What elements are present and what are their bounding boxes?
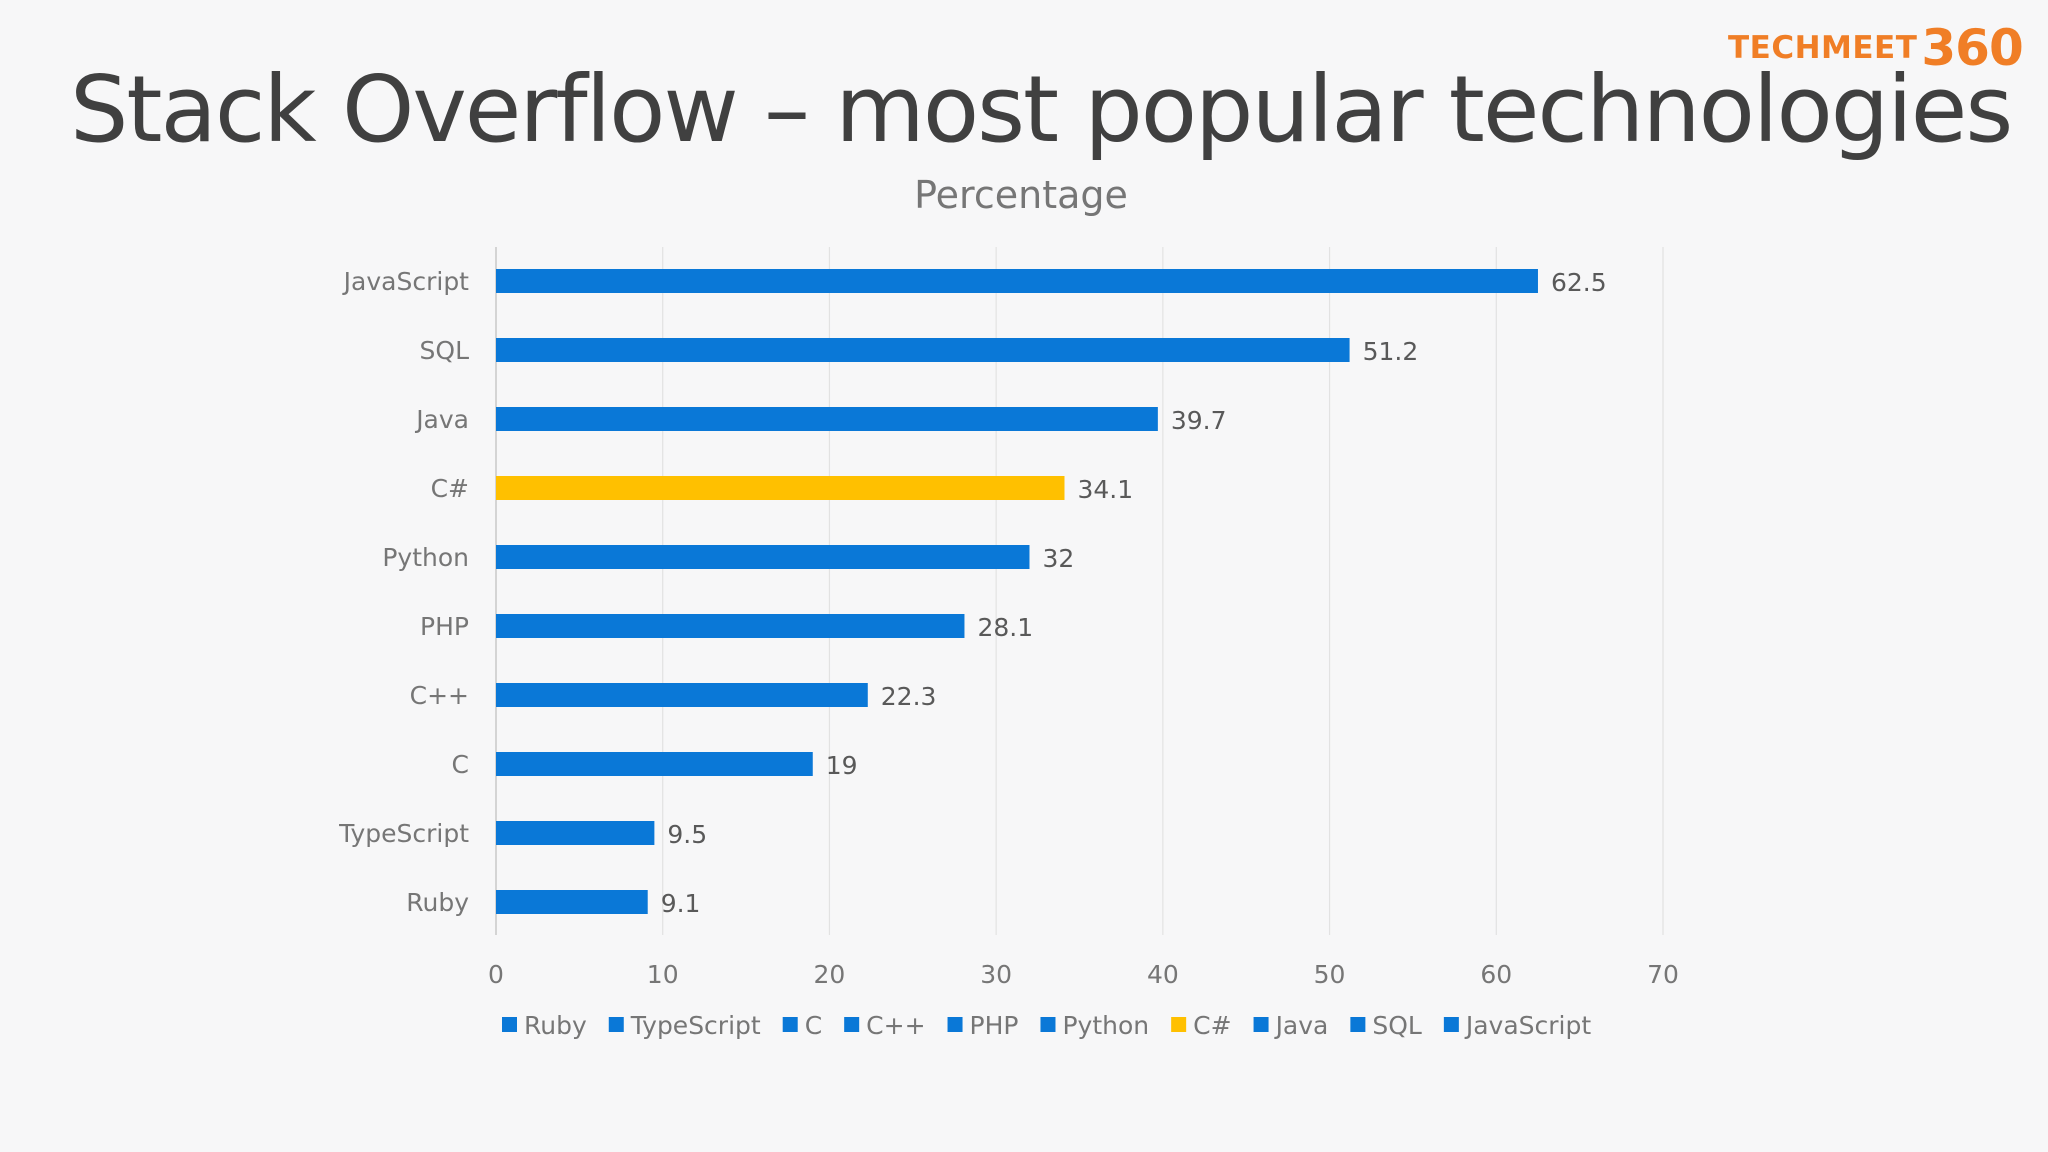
legend-swatch: [1253, 1017, 1269, 1032]
bar-csharp: [496, 476, 1065, 500]
legend-swatch: [1171, 1017, 1187, 1032]
legend-swatch: [502, 1017, 517, 1032]
bar-javascript: [496, 269, 1538, 293]
legend-label: PHP: [970, 1011, 1019, 1040]
data-label: 62.5: [1551, 268, 1607, 297]
x-tick-label: 70: [1647, 960, 1679, 989]
legend-swatch: [1040, 1017, 1056, 1032]
category-label: JavaScript: [342, 267, 470, 296]
data-label: 19: [826, 751, 858, 780]
legend-swatch: [1350, 1017, 1366, 1032]
legend-label: C++: [866, 1011, 925, 1040]
data-label: 9.5: [667, 820, 707, 849]
data-label: 32: [1042, 544, 1074, 573]
legend-label: Python: [1062, 1011, 1149, 1040]
data-label: 28.1: [977, 613, 1033, 642]
labels: 0 10 20 30 40 50 60 70 JavaScript 62.5 SQL 51.2 Java…: [338, 267, 1679, 989]
legend: Ruby TypeScript C C++ PHP Python C# Java SQL Java…: [502, 1011, 1591, 1040]
bar-c: [496, 752, 813, 776]
legend-label: Ruby: [524, 1011, 587, 1040]
legend-item: C: [782, 1011, 822, 1040]
category-label: SQL: [420, 336, 470, 365]
x-tick-label: 50: [1314, 960, 1346, 989]
category-label: Java: [414, 405, 469, 434]
legend-item: Java: [1253, 1011, 1329, 1040]
legend-label: Java: [1274, 1011, 1329, 1040]
bar-sql: [496, 338, 1350, 362]
category-label: TypeScript: [338, 819, 469, 848]
data-label: 39.7: [1171, 406, 1227, 435]
legend-label: C: [805, 1011, 822, 1040]
techmeet360-logo: TECHMEET 360: [1728, 18, 2024, 78]
x-tick-label: 10: [647, 960, 679, 989]
logo-number: 360: [1921, 19, 2023, 77]
x-tick-label: 20: [814, 960, 846, 989]
legend-item: PHP: [947, 1011, 1019, 1040]
data-label: 51.2: [1363, 337, 1419, 366]
slide-title: Stack Overflow – most popular technologi…: [70, 56, 2013, 163]
x-tick-label: 0: [488, 960, 504, 989]
category-label: Ruby: [406, 888, 469, 917]
x-tick-label: 60: [1480, 960, 1512, 989]
category-label: C#: [431, 474, 469, 503]
data-label: 22.3: [881, 682, 937, 711]
legend-swatch: [1443, 1017, 1459, 1032]
x-tick-label: 40: [1147, 960, 1179, 989]
legend-label: JavaScript: [1464, 1011, 1592, 1040]
logo-word: TECHMEET: [1728, 30, 1918, 66]
legend-item: C#: [1171, 1011, 1232, 1040]
data-label: 34.1: [1077, 475, 1133, 504]
legend-swatch: [844, 1017, 860, 1032]
legend-item: C++: [844, 1011, 926, 1040]
bars: [496, 269, 1538, 914]
category-label: PHP: [420, 612, 469, 641]
legend-item: JavaScript: [1443, 1011, 1592, 1040]
category-label: Python: [382, 543, 469, 572]
legend-item: TypeScript: [608, 1011, 761, 1040]
data-label: 9.1: [661, 889, 701, 918]
legend-swatch: [947, 1017, 963, 1032]
legend-swatch: [608, 1017, 624, 1032]
bar-python: [496, 545, 1030, 569]
legend-item: Python: [1040, 1011, 1149, 1040]
chart-title: Percentage: [914, 173, 1128, 217]
bar-ruby: [496, 890, 648, 914]
category-label: C++: [410, 681, 469, 710]
bar-cpp: [496, 683, 868, 707]
legend-label: TypeScript: [630, 1011, 761, 1040]
legend-item: Ruby: [502, 1011, 587, 1040]
legend-swatch: [782, 1017, 798, 1032]
legend-label: C#: [1193, 1011, 1231, 1040]
x-tick-label: 30: [980, 960, 1012, 989]
bar-php: [496, 614, 965, 638]
legend-label: SQL: [1372, 1011, 1422, 1040]
legend-item: SQL: [1350, 1011, 1422, 1040]
bar-typescript: [496, 821, 655, 845]
bar-java: [496, 407, 1158, 431]
category-label: C: [452, 750, 469, 779]
